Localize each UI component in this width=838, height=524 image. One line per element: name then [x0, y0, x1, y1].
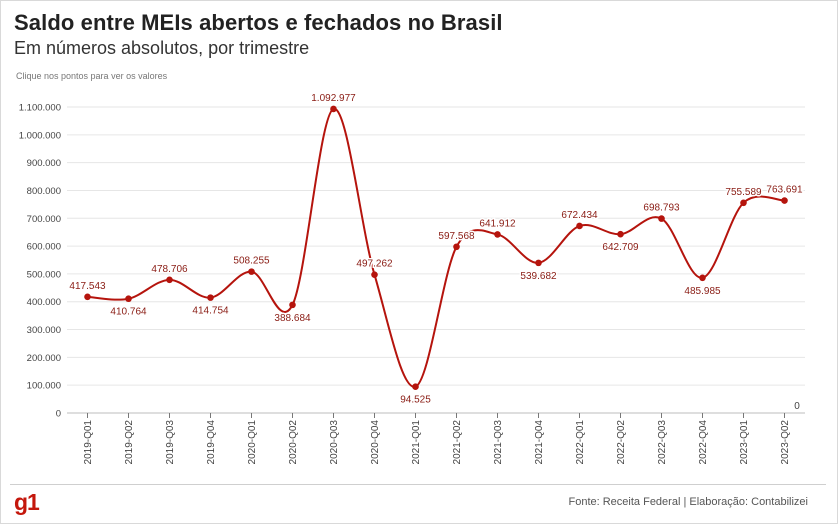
footer-divider	[10, 484, 826, 485]
data-point[interactable]	[125, 295, 132, 303]
data-label: 539.682	[520, 271, 557, 282]
x-tick-label: 2020-Q01	[247, 420, 258, 465]
data-point[interactable]	[330, 105, 337, 113]
chart-subtitle: Em números absolutos, por trimestre	[14, 38, 310, 58]
y-tick-label: 500.000	[27, 269, 61, 280]
x-tick-label: 2022-Q04	[698, 420, 709, 465]
y-tick-label: 200.000	[27, 353, 61, 364]
data-label: 672.434	[561, 210, 598, 221]
data-label: 497.262	[356, 259, 393, 270]
x-tick-label: 2020-Q04	[370, 420, 381, 465]
x-tick-label: 2021-Q04	[534, 420, 545, 465]
data-label: 388.684	[274, 313, 311, 324]
x-tick-label: 2019-Q03	[165, 420, 176, 465]
y-tick-label: 1.100.000	[19, 103, 61, 114]
y-tick-label: 400.000	[27, 297, 61, 308]
series-line	[87, 107, 785, 388]
data-point[interactable]	[781, 197, 788, 204]
data-label: 410.764	[110, 307, 147, 318]
data-point[interactable]	[658, 215, 665, 222]
data-point[interactable]	[740, 199, 747, 207]
data-point[interactable]	[535, 259, 542, 267]
y-tick-label: 900.000	[27, 158, 61, 169]
x-tick-label: 2023-Q01	[739, 420, 750, 465]
data-point[interactable]	[576, 222, 583, 230]
y-tick-label: 300.000	[27, 325, 61, 336]
data-point[interactable]	[84, 293, 91, 301]
x-tick-label: 2022-Q03	[657, 420, 668, 465]
g1-logo: g1	[14, 489, 40, 515]
data-label: 478.706	[151, 264, 188, 275]
x-tick-label: 2022-Q02	[616, 420, 627, 465]
data-label: 1.092.977	[311, 93, 356, 104]
x-tick-label: 2021-Q02	[452, 420, 463, 465]
y-tick-label: 600.000	[27, 242, 61, 253]
data-label: 508.255	[233, 256, 270, 267]
y-tick-label: 700.000	[27, 214, 61, 225]
data-point[interactable]	[617, 230, 624, 238]
y-tick-label: 1.000.000	[19, 130, 61, 141]
y-tick-label: 100.000	[27, 381, 61, 392]
data-label: 597.568	[438, 231, 475, 242]
x-tick-label: 2019-Q02	[124, 420, 135, 465]
chart-title: Saldo entre MEIs abertos e fechados no B…	[14, 10, 503, 35]
x-tick-label: 2022-Q01	[575, 420, 586, 465]
data-label: 642.709	[602, 242, 639, 253]
x-tick-label: 2021-Q03	[493, 420, 504, 465]
y-axis-ticks: 0 100.000 200.000 300.000 400.000 500.000 600.…	[19, 103, 61, 420]
data-label: 485.985	[684, 286, 721, 297]
grid-lines	[67, 106, 805, 414]
data-point[interactable]	[166, 276, 173, 284]
data-label: 94.525	[400, 395, 431, 406]
y-tick-label: 0	[56, 409, 61, 420]
x-tick-label: 2020-Q02	[288, 420, 299, 465]
x-tick-label: 2020-Q03	[329, 420, 340, 465]
chart-hint: Clique nos pontos para ver os valores	[16, 71, 168, 81]
data-points	[84, 105, 788, 391]
data-label: 414.754	[192, 306, 229, 317]
data-label: 698.793	[643, 203, 680, 214]
data-point[interactable]	[371, 271, 378, 278]
data-point[interactable]	[699, 274, 706, 282]
x-tick-label: 2023-Q02	[780, 420, 791, 465]
data-label: 417.543	[69, 281, 106, 292]
data-point[interactable]	[453, 243, 460, 251]
data-label: 641.912	[479, 218, 516, 229]
data-point[interactable]	[412, 383, 419, 391]
x-axis-ticks: 2019-Q01 2019-Q02 2019-Q03 2019-Q04 2020-Q01…	[83, 413, 791, 464]
line-chart: 0 100.000 200.000 300.000 400.000 500.000 600.…	[19, 91, 805, 464]
x-tick-label: 2021-Q01	[411, 420, 422, 465]
data-point[interactable]	[494, 231, 501, 238]
data-label: 755.589	[725, 187, 762, 198]
annotation-zero: 0	[794, 401, 800, 412]
y-tick-label: 800.000	[27, 186, 61, 197]
x-tick-label: 2019-Q01	[83, 420, 94, 465]
data-point[interactable]	[248, 268, 255, 275]
x-tick-label: 2019-Q04	[206, 420, 217, 465]
source-credit: Fonte: Receita Federal | Elaboração: Con…	[568, 496, 809, 508]
data-point[interactable]	[207, 294, 214, 301]
data-point[interactable]	[289, 301, 296, 309]
data-label: 763.691	[766, 185, 803, 196]
data-labels: 417.543 410.764 478.706 414.754 508.255 388.6…	[68, 91, 805, 407]
